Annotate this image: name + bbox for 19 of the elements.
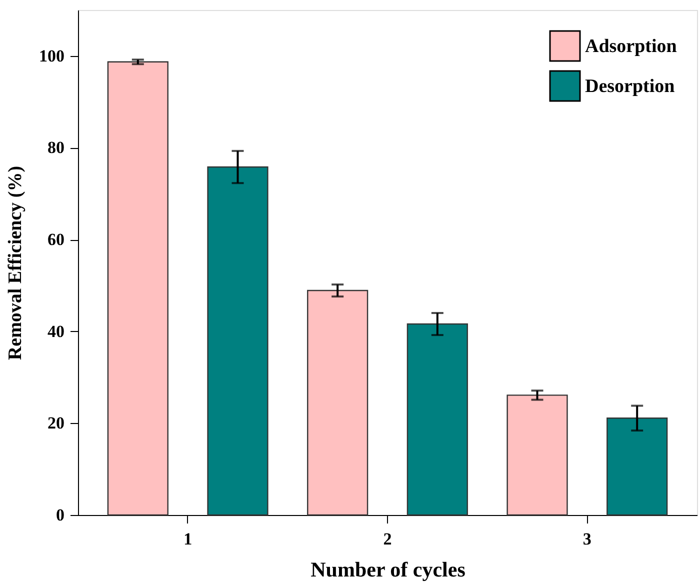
y-tick-label: 80 xyxy=(48,138,64,158)
x-axis-title: Number of cycles xyxy=(310,558,466,582)
legend-label: Adsorption xyxy=(585,36,678,57)
y-tick-label: 20 xyxy=(48,414,64,433)
bar xyxy=(606,418,668,516)
x-tick-label: 2 xyxy=(383,530,392,548)
x-tick-label: 3 xyxy=(582,530,592,548)
bar xyxy=(307,290,368,516)
bar xyxy=(107,61,168,516)
y-tick-label: 60 xyxy=(48,230,64,250)
y-tick-label: 40 xyxy=(48,322,64,341)
bar xyxy=(406,323,468,516)
y-axis-title: Removal Efficiency (%) xyxy=(5,166,26,360)
y-tick-label: 0 xyxy=(56,506,64,524)
legend-label: Desorption xyxy=(585,76,676,97)
y-tick-label: 100 xyxy=(39,46,64,66)
bar xyxy=(506,394,568,516)
x-tick-label: 1 xyxy=(184,530,192,548)
bar xyxy=(207,166,268,516)
